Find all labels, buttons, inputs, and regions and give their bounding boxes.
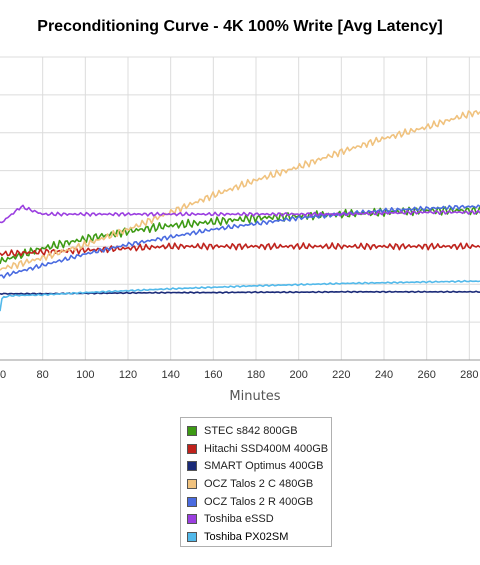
x-tick-label: 160 [204,369,222,381]
x-tick-label: 240 [375,369,393,381]
legend-item[interactable]: Toshiba eSSD [187,510,331,528]
legend-item[interactable]: Hitachi SSD400M 400GB [187,440,331,458]
legend-label: OCZ Talos 2 C 480GB [204,477,314,490]
legend-swatch [187,461,197,472]
legend-swatch [187,443,197,454]
legend-swatch [187,514,197,525]
series-line-6 [0,279,480,312]
legend-item[interactable]: Toshiba PX02SM [187,528,331,546]
series-line-4 [0,204,480,279]
legend-label: Hitachi SSD400M 400GB [204,442,329,455]
x-tick-label: 200 [289,369,307,381]
series-line-2 [0,290,480,296]
x-tick-label: 100 [76,369,94,381]
chart-title: Preconditioning Curve - 4K 100% Write [A… [37,18,443,35]
legend-swatch [187,531,197,542]
x-tick-label: 280 [460,369,478,381]
series-line-1 [0,242,480,257]
legend-swatch [187,496,197,507]
series-line-5 [0,204,480,224]
x-axis-title: Minutes [229,389,280,404]
legend-item[interactable]: OCZ Talos 2 C 480GB [187,475,331,493]
legend-label: Toshiba PX02SM [204,530,289,543]
x-tick-label: 80 [37,369,49,381]
x-tick-label: 220 [332,369,350,381]
x-tick-label: 180 [247,369,265,381]
legend-label: STEC s842 800GB [204,424,298,437]
legend-swatch [187,478,197,489]
legend-label: OCZ Talos 2 R 400GB [204,495,314,508]
x-tick-label: 60 [0,369,6,381]
legend-item[interactable]: STEC s842 800GB [187,422,331,440]
legend: STEC s842 800GB Hitachi SSD400M 400GB SMAR… [180,417,332,547]
legend-label: Toshiba eSSD [204,513,274,526]
legend-item[interactable]: OCZ Talos 2 R 400GB [187,493,331,511]
x-tick-label: 260 [417,369,435,381]
series-line-3 [0,110,480,271]
legend-label: SMART Optimus 400GB [204,460,324,473]
legend-item[interactable]: SMART Optimus 400GB [187,457,331,475]
x-tick-label: 140 [161,369,179,381]
legend-swatch [187,425,197,436]
x-tick-label: 120 [119,369,137,381]
